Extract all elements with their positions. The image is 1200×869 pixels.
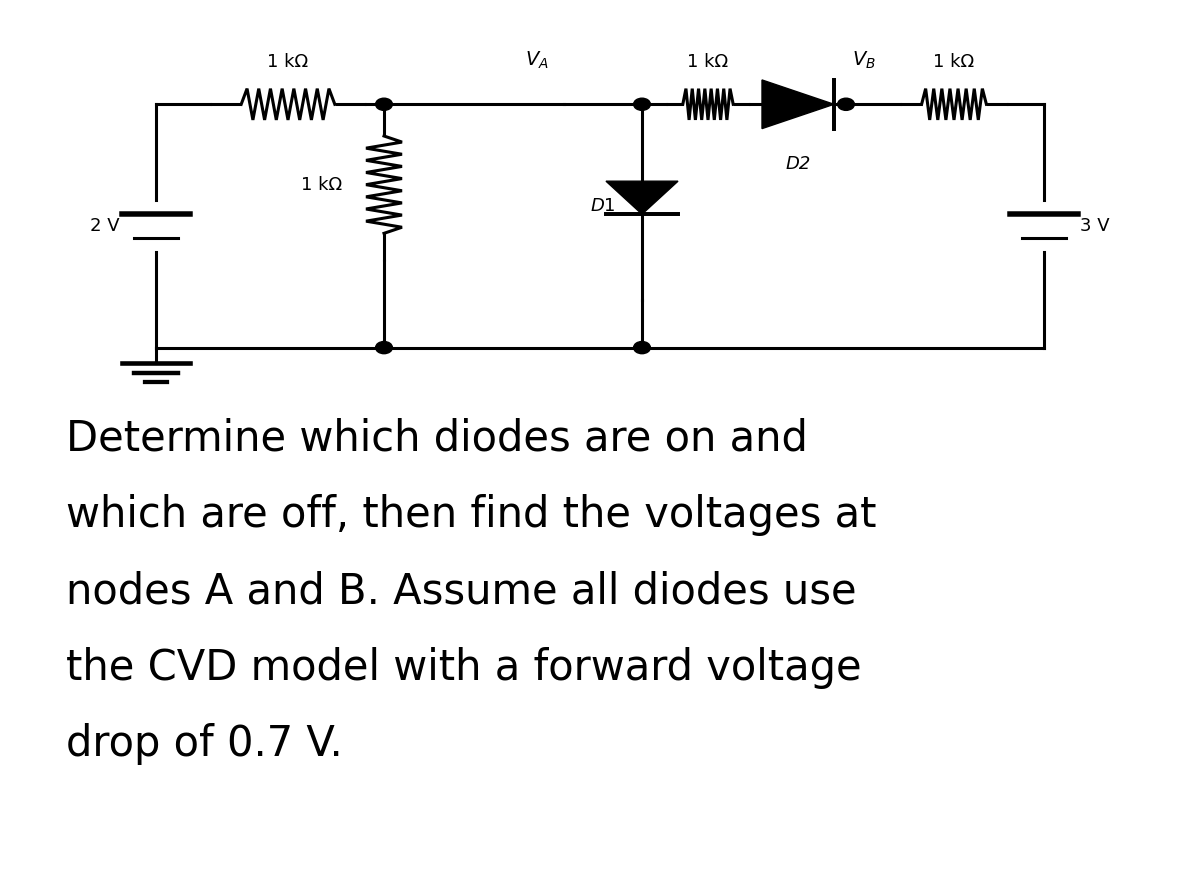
Text: 1 kΩ: 1 kΩ <box>934 53 974 71</box>
Text: drop of 0.7 V.: drop of 0.7 V. <box>66 723 343 765</box>
Polygon shape <box>762 80 834 129</box>
Text: 1 kΩ: 1 kΩ <box>688 53 728 71</box>
Text: 2 V: 2 V <box>90 217 120 235</box>
Text: 1 kΩ: 1 kΩ <box>301 176 342 194</box>
Text: 3 V: 3 V <box>1080 217 1110 235</box>
Circle shape <box>634 98 650 110</box>
Polygon shape <box>606 181 678 214</box>
Text: nodes A and B. Assume all diodes use: nodes A and B. Assume all diodes use <box>66 570 857 612</box>
Text: 1 kΩ: 1 kΩ <box>268 53 308 71</box>
Text: the CVD model with a forward voltage: the CVD model with a forward voltage <box>66 647 862 688</box>
Text: $V_A$: $V_A$ <box>526 50 548 71</box>
Circle shape <box>634 342 650 354</box>
Text: Determine which diodes are on and: Determine which diodes are on and <box>66 417 808 459</box>
Text: D2: D2 <box>785 155 811 173</box>
Circle shape <box>376 342 392 354</box>
Text: which are off, then find the voltages at: which are off, then find the voltages at <box>66 494 876 535</box>
Text: $V_B$: $V_B$ <box>852 50 876 71</box>
Circle shape <box>376 98 392 110</box>
Circle shape <box>838 98 854 110</box>
Text: $D1$: $D1$ <box>590 197 616 216</box>
